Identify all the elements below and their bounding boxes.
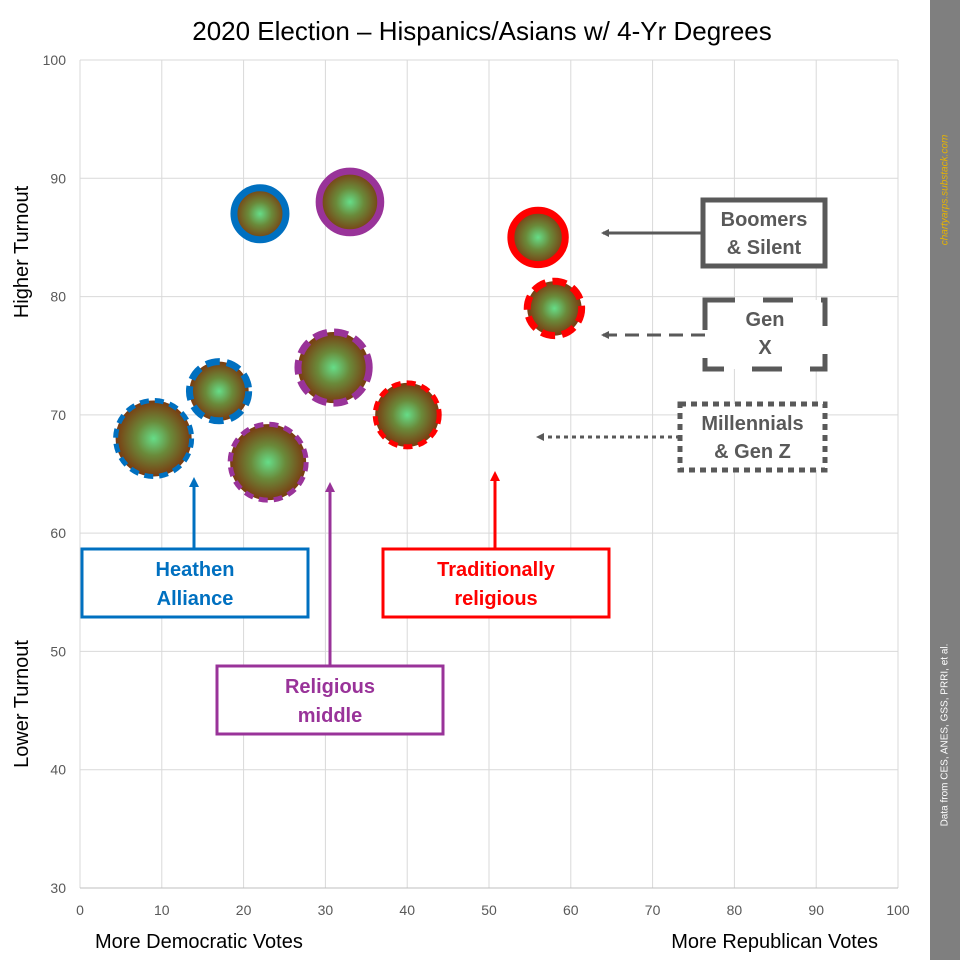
bubble-middle-boomers bbox=[315, 167, 385, 237]
bubble-middle-millennials bbox=[227, 421, 309, 503]
y-axis-label-bottom: Lower Turnout bbox=[11, 640, 33, 768]
y-tick-label: 90 bbox=[50, 170, 66, 186]
x-tick-label: 10 bbox=[154, 902, 170, 918]
x-tick-label: 80 bbox=[727, 902, 743, 918]
generation-label-text: & Gen Z bbox=[714, 441, 791, 463]
x-tick-label: 50 bbox=[481, 902, 497, 918]
chart-title: 2020 Election – Hispanics/Asians w/ 4-Yr… bbox=[192, 16, 772, 46]
generation-label-box bbox=[702, 297, 828, 372]
y-tick-label: 80 bbox=[50, 289, 66, 305]
x-tick-label: 90 bbox=[808, 902, 824, 918]
generation-label-text: & Silent bbox=[727, 237, 802, 259]
generation-label-box bbox=[700, 197, 828, 269]
scatter-chart: 2020 Election – Hispanics/Asians w/ 4-Yr… bbox=[11, 16, 910, 953]
y-axis-label-top: Higher Turnout bbox=[11, 185, 33, 318]
y-tick-label: 70 bbox=[50, 407, 66, 423]
x-tick-label: 30 bbox=[318, 902, 334, 918]
group-label-text: Religious bbox=[285, 676, 375, 698]
x-tick-label: 20 bbox=[236, 902, 252, 918]
group-label-text: Heathen bbox=[156, 559, 235, 581]
group-label-text: religious bbox=[454, 588, 537, 610]
brand-link[interactable]: chartyarps.substack.com bbox=[939, 134, 951, 246]
generation-label-text: Millennials bbox=[701, 413, 803, 435]
bubble-heathen-boomers bbox=[230, 184, 290, 244]
x-tick-label: 70 bbox=[645, 902, 661, 918]
x-tick-label: 100 bbox=[886, 902, 910, 918]
x-tick-label: 40 bbox=[399, 902, 415, 918]
y-tick-label: 60 bbox=[50, 525, 66, 541]
data-source-note: Data from CES, ANES, GSS, PRRI, et al. bbox=[939, 643, 951, 827]
bubble-traditional-boomers bbox=[507, 206, 569, 269]
group-label-text: middle bbox=[298, 705, 362, 727]
group-label-box bbox=[80, 547, 310, 619]
x-axis-label-right: More Republican Votes bbox=[671, 931, 878, 953]
bubble-traditional-millennials bbox=[372, 380, 442, 450]
x-axis-label-left: More Democratic Votes bbox=[95, 931, 303, 953]
sidebar-panel bbox=[930, 0, 960, 960]
x-tick-label: 60 bbox=[563, 902, 579, 918]
bubble-heathen-millennials bbox=[113, 398, 195, 480]
x-tick-label: 0 bbox=[76, 902, 84, 918]
bubble-traditional-genx bbox=[523, 277, 586, 340]
y-tick-label: 50 bbox=[50, 643, 66, 659]
group-label-text: Traditionally bbox=[437, 559, 556, 581]
y-tick-label: 30 bbox=[50, 880, 66, 896]
bubble-heathen-genx bbox=[185, 358, 253, 425]
y-tick-label: 40 bbox=[50, 762, 66, 778]
group-label-text: Alliance bbox=[157, 588, 234, 610]
y-tick-label: 100 bbox=[43, 52, 67, 68]
bubble-middle-genx bbox=[294, 328, 373, 407]
group-label-box bbox=[215, 664, 445, 736]
generation-label-text: Boomers bbox=[721, 209, 808, 231]
generation-label-text: X bbox=[758, 337, 772, 359]
generation-label-box bbox=[677, 401, 828, 473]
group-label-box bbox=[381, 547, 611, 619]
generation-label-text: Gen bbox=[746, 309, 785, 331]
